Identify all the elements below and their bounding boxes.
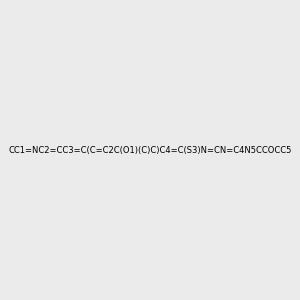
Text: CC1=NC2=CC3=C(C=C2C(O1)(C)C)C4=C(S3)N=CN=C4N5CCOCC5: CC1=NC2=CC3=C(C=C2C(O1)(C)C)C4=C(S3)N=CN… [8,146,292,154]
